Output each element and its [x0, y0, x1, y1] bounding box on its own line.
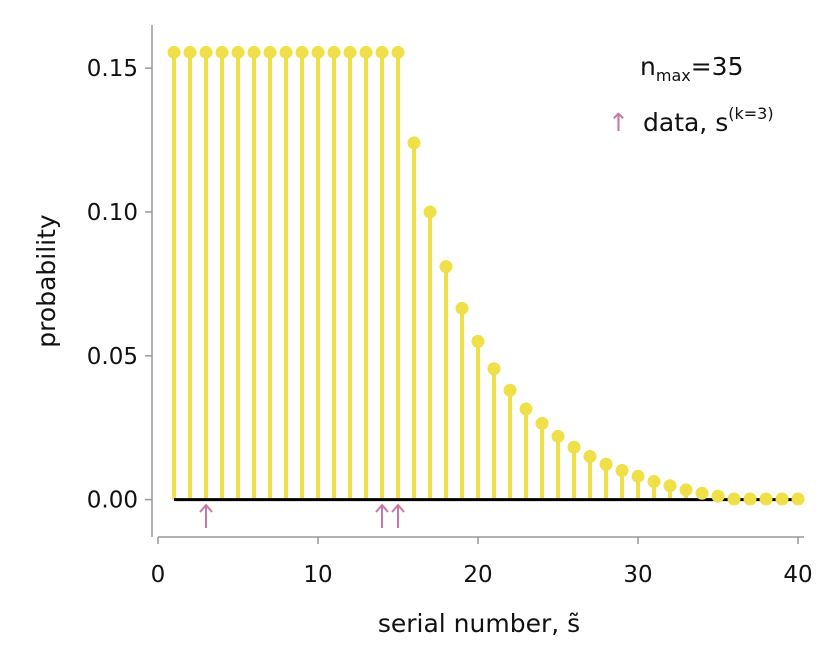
- stem-dot-16: [407, 136, 421, 150]
- y-axis-label: probability: [32, 214, 61, 348]
- stems: [172, 52, 800, 500]
- data-arrows: [199, 503, 405, 528]
- stem-dot-10: [311, 45, 325, 59]
- stem-dot-17: [423, 205, 437, 219]
- x-tick-label-1: 10: [303, 562, 332, 588]
- dots: [167, 45, 805, 506]
- y-ticks: 0.00 0.05 0.10 0.15: [87, 56, 152, 514]
- stem-dot-18: [439, 260, 453, 274]
- legend-arrow-icon: ↑: [608, 108, 629, 137]
- y-tick-label-2: 0.10: [87, 200, 138, 226]
- stem-dot-38: [759, 492, 773, 506]
- stem-dot-25: [551, 429, 565, 443]
- stem-dot-24: [535, 416, 549, 430]
- stem-dot-1: [167, 45, 181, 59]
- data-arrow-3: [391, 503, 405, 528]
- legend-nmax-sub: max: [656, 66, 691, 85]
- x-tick-label-4: 40: [783, 562, 812, 588]
- data-arrow-2: [375, 503, 389, 528]
- stem-dot-3: [199, 45, 213, 59]
- stem-dot-39: [775, 492, 789, 506]
- stem-dot-26: [567, 440, 581, 454]
- x-ticks: 0 10 20 30 40: [151, 537, 813, 588]
- stem-dot-35: [711, 489, 725, 503]
- stem-dot-36: [727, 492, 741, 506]
- stem-dot-11: [327, 45, 341, 59]
- y-tick-label-3: 0.15: [87, 56, 138, 82]
- stem-dot-34: [695, 486, 709, 500]
- x-tick-label-3: 30: [623, 562, 652, 588]
- stem-dot-28: [599, 457, 613, 471]
- stem-dot-21: [487, 362, 501, 376]
- stem-dot-9: [295, 45, 309, 59]
- stem-dot-13: [359, 45, 373, 59]
- legend-nmax-label: n: [640, 52, 656, 81]
- stem-dot-23: [519, 402, 533, 416]
- legend-data: data, s(k=3): [643, 104, 774, 137]
- stem-dot-12: [343, 45, 357, 59]
- legend-data-label: data, s: [643, 108, 728, 137]
- data-arrow-1: [199, 503, 213, 528]
- legend-data-sup: (k=3): [728, 104, 773, 123]
- stem-dot-30: [631, 469, 645, 483]
- x-tick-label-2: 20: [463, 562, 492, 588]
- stem-dot-31: [647, 474, 661, 488]
- stem-dot-40: [791, 492, 805, 506]
- legend: nmax=35 ↑ data, s(k=3): [608, 52, 774, 137]
- stem-dot-6: [247, 45, 261, 59]
- legend-nmax: nmax=35: [640, 52, 743, 85]
- stem-dot-37: [743, 492, 757, 506]
- x-axis-label: serial number, s̃: [378, 609, 580, 638]
- stem-dot-32: [663, 479, 677, 493]
- stem-dot-7: [263, 45, 277, 59]
- stem-dot-8: [279, 45, 293, 59]
- stem-dot-5: [231, 45, 245, 59]
- stem-dot-22: [503, 383, 517, 397]
- stem-dot-4: [215, 45, 229, 59]
- stem-dot-29: [615, 464, 629, 478]
- y-tick-label-1: 0.05: [87, 344, 138, 370]
- legend-nmax-value: =35: [691, 52, 744, 81]
- stem-dot-14: [375, 45, 389, 59]
- x-tick-label-0: 0: [151, 562, 166, 588]
- stem-dot-33: [679, 483, 693, 497]
- axes: [151, 25, 804, 538]
- stem-dot-20: [471, 334, 485, 348]
- stem-dot-27: [583, 449, 597, 463]
- stem-dot-15: [391, 45, 405, 59]
- y-tick-label-0: 0.00: [87, 488, 138, 514]
- stem-dot-2: [183, 45, 197, 59]
- stem-dot-19: [455, 301, 469, 315]
